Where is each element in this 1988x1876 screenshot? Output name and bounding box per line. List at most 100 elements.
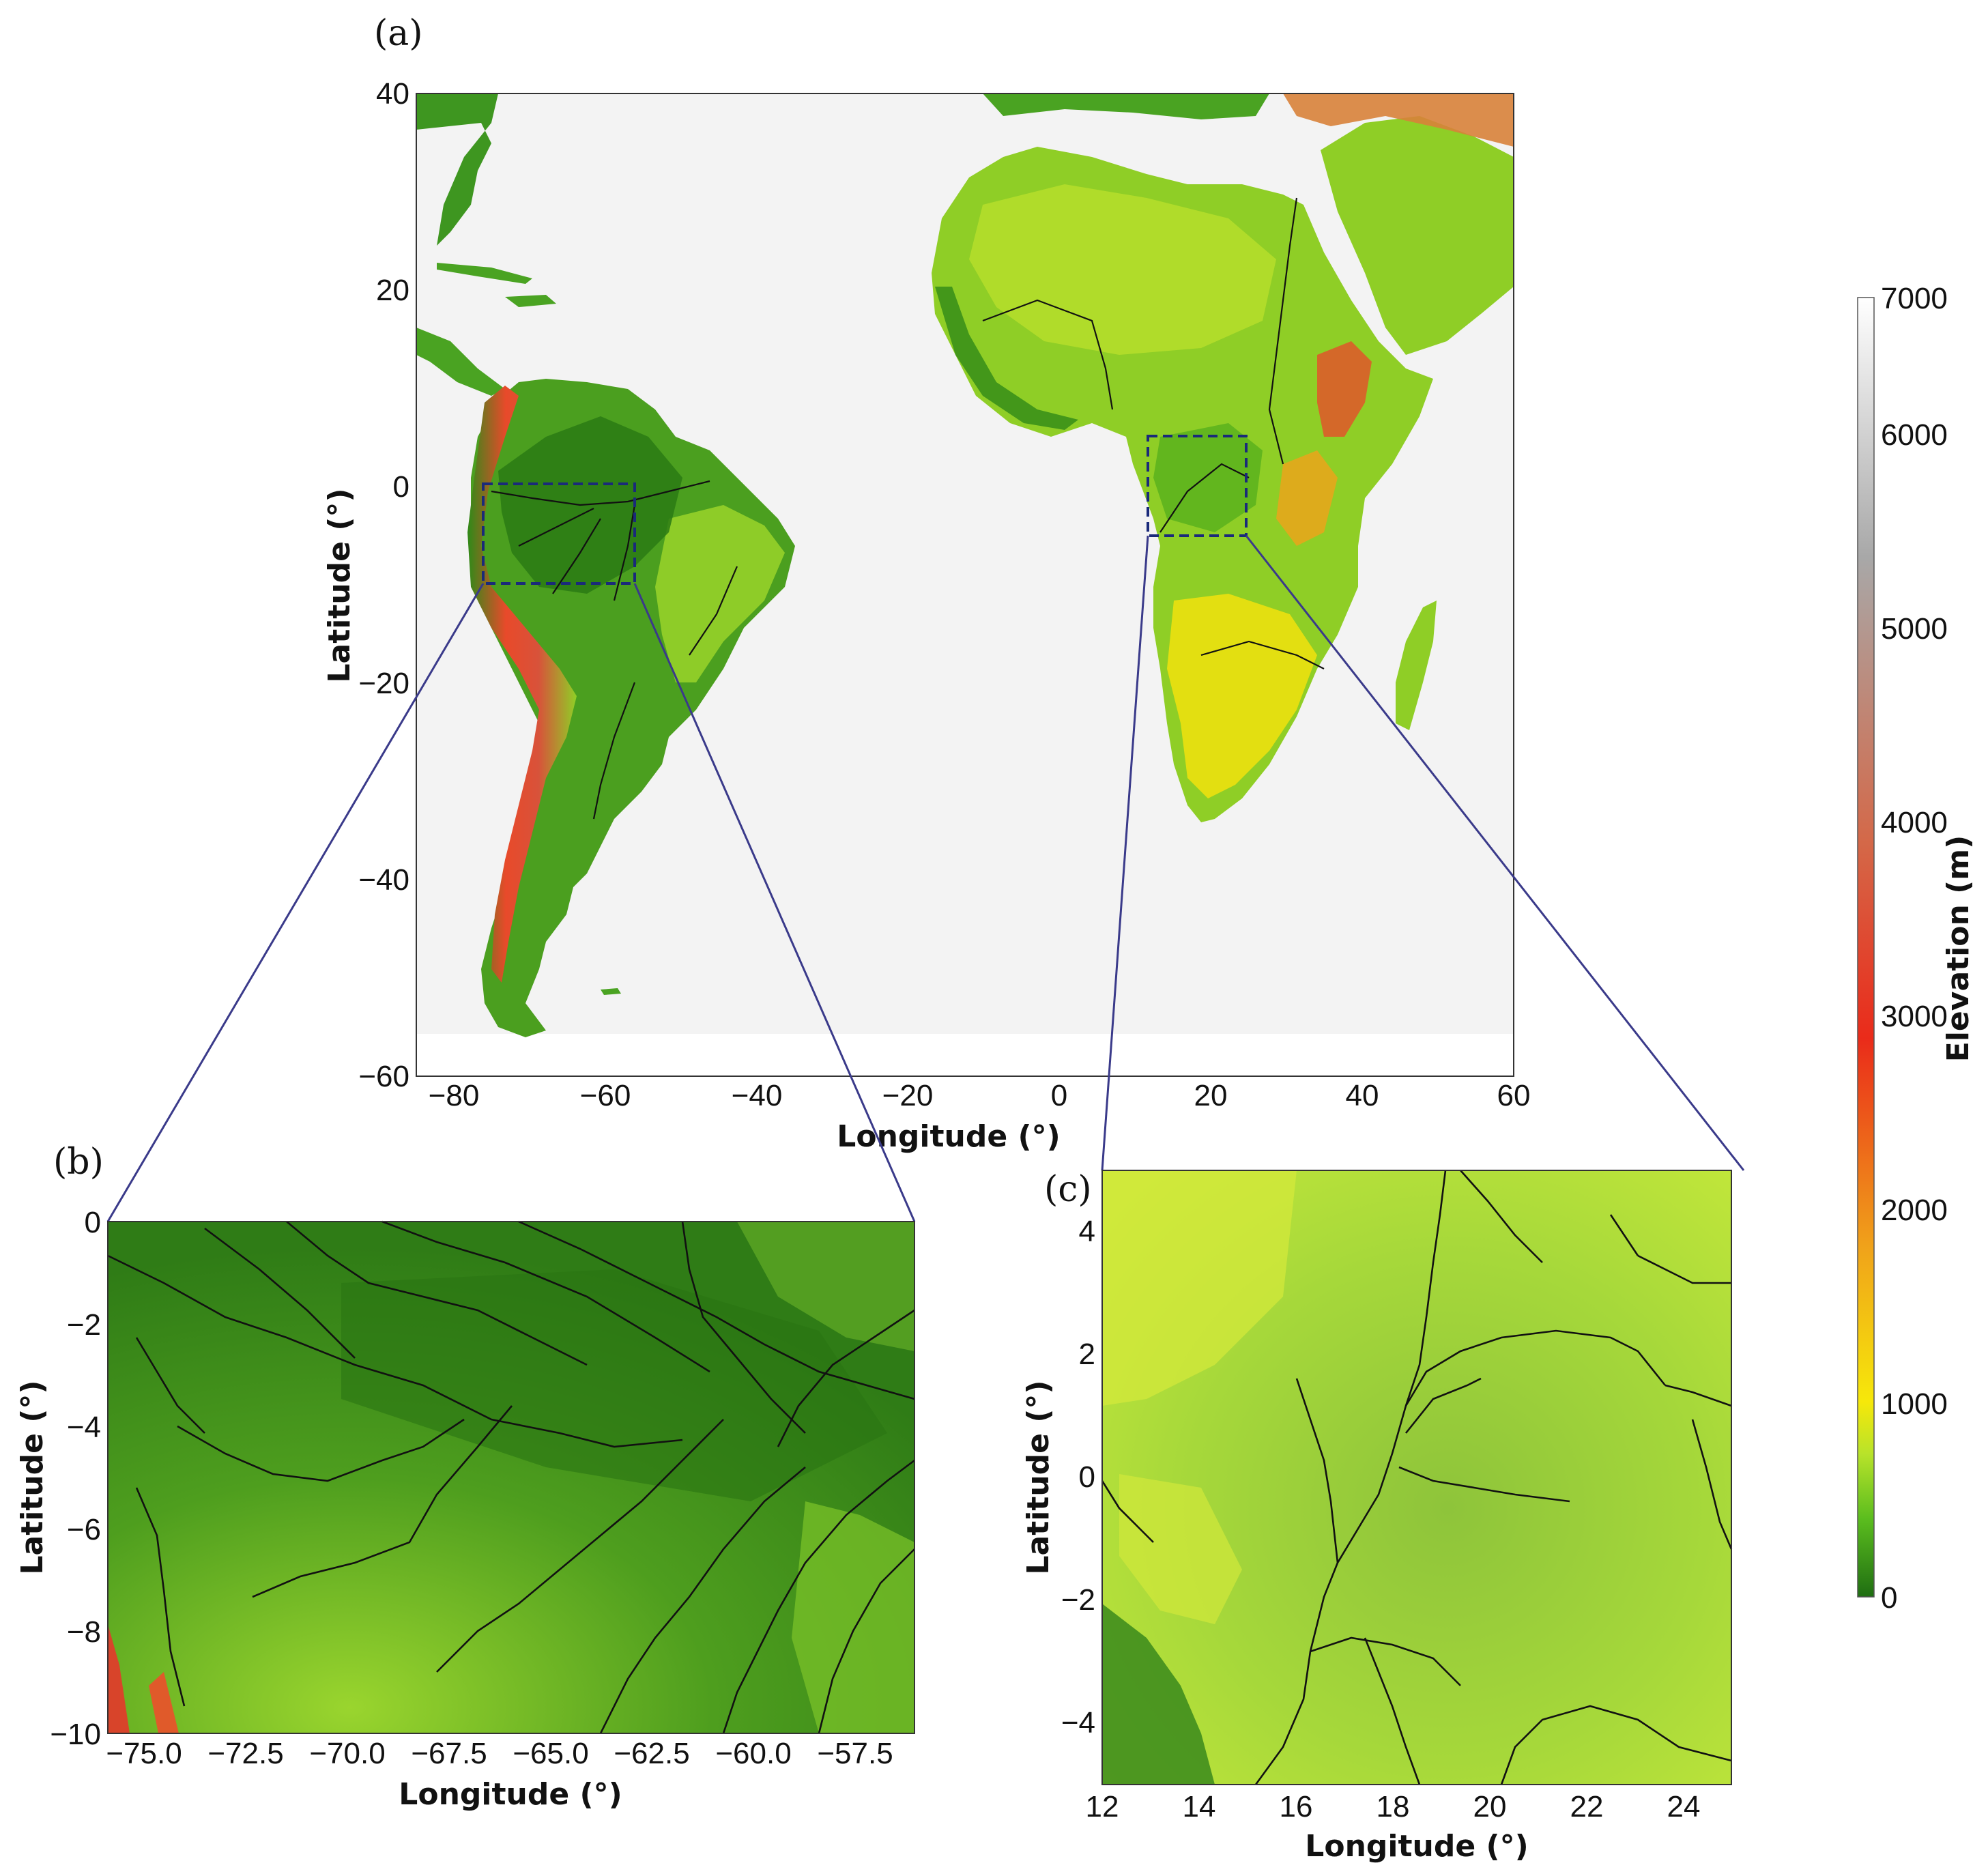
c-ytick: −4 xyxy=(1061,1706,1095,1740)
a-ytick: −20 xyxy=(358,667,409,700)
inset-box-b xyxy=(482,482,636,585)
b-river-14 xyxy=(135,1487,186,1707)
panel-a-ylabel: Latitude (°) xyxy=(322,488,357,682)
panel-b-xlabel: Longitude (°) xyxy=(399,1777,622,1812)
central-america-landmass xyxy=(416,328,505,396)
b-river-6 xyxy=(681,1221,806,1434)
panel-b-highland-right xyxy=(792,1501,914,1733)
panel-a-xticks: −80 −60 −40 −20 0 20 40 60 xyxy=(429,1079,1531,1112)
c-ytick: −2 xyxy=(1061,1583,1095,1617)
ethiopian-highlands xyxy=(1317,341,1372,437)
amazon-tributary-2 xyxy=(552,518,601,594)
panel-a-nodata-band xyxy=(416,1034,1514,1076)
b-xtick: −67.5 xyxy=(411,1737,487,1770)
b-xtick: −75.0 xyxy=(106,1737,182,1770)
a-xtick: −20 xyxy=(882,1079,934,1112)
levant-turkey xyxy=(1283,93,1514,147)
europe-edge xyxy=(983,93,1269,119)
panel-a-label: (a) xyxy=(374,13,423,54)
c-river-tributary-12 xyxy=(1460,1170,1543,1263)
colorbar-tick: 2000 xyxy=(1881,1194,1948,1227)
c-river-tributary-6 xyxy=(1364,1637,1421,1785)
c-river-tributary-7 xyxy=(1500,1705,1732,1785)
colorbar-tick: 3000 xyxy=(1881,1000,1948,1033)
panel-b-andes-edge xyxy=(108,1624,130,1733)
b-river-4 xyxy=(381,1220,710,1373)
nile-river xyxy=(1268,197,1298,465)
a-xtick: 60 xyxy=(1497,1079,1531,1112)
colorbar-label: Elevation (m) xyxy=(1941,835,1976,1062)
panel-c-rivers xyxy=(1101,1170,1733,1785)
panel-a-frame xyxy=(416,93,1514,1077)
connector-b-left xyxy=(106,583,485,1222)
c-xtick: 14 xyxy=(1183,1790,1216,1823)
b-river-9 xyxy=(252,1405,513,1598)
c-river-tributary-8 xyxy=(1637,1254,1731,1284)
b-xtick: −72.5 xyxy=(207,1737,283,1770)
a-xtick: −80 xyxy=(429,1079,480,1112)
colorbar-ticks: 7000 6000 5000 4000 3000 2000 1000 0 xyxy=(1881,282,1948,1615)
panel-b: (b) −75.0 −72.5 −70.0 xyxy=(15,1142,915,1812)
b-xtick: −57.5 xyxy=(817,1737,893,1770)
b-ytick: −8 xyxy=(67,1615,101,1649)
congo-main-channel xyxy=(1254,1170,1447,1785)
amazon-tributary-3 xyxy=(613,504,636,601)
a-xtick: 0 xyxy=(1051,1079,1067,1112)
panel-c-label: (c) xyxy=(1044,1169,1092,1210)
panel-c-ylabel: Latitude (°) xyxy=(1021,1380,1056,1574)
b-river-1 xyxy=(107,1254,683,1448)
sao-francisco-river xyxy=(689,566,738,656)
c-river-tributary-5 xyxy=(1310,1636,1461,1686)
b-xtick: −62.5 xyxy=(614,1737,689,1770)
panel-b-lowland xyxy=(341,1269,887,1501)
colorbar-tick: 6000 xyxy=(1881,418,1948,452)
c-xtick: 18 xyxy=(1377,1790,1410,1823)
b-river-7 xyxy=(777,1309,915,1447)
b-river-2 xyxy=(204,1227,356,1359)
b-ytick: −10 xyxy=(50,1718,101,1751)
c-river-tributary-2 xyxy=(1404,1377,1482,1434)
c-river-tributary-4 xyxy=(1295,1378,1339,1563)
c-ytick: 0 xyxy=(1079,1460,1095,1494)
amazon-tributary-1 xyxy=(518,508,594,547)
colorbar: 7000 6000 5000 4000 3000 2000 1000 0 Ele… xyxy=(1857,282,1976,1615)
panel-c: (c) 12 14 16 18 20 22 xyxy=(1021,1169,1733,1864)
zambezi-river xyxy=(1200,640,1325,669)
a-xtick: −40 xyxy=(732,1079,783,1112)
panel-c-xlabel: Longitude (°) xyxy=(1305,1829,1528,1864)
east-african-highlands xyxy=(1276,450,1338,546)
connector-c-right xyxy=(1245,535,1745,1171)
panel-c-frame xyxy=(1101,1170,1732,1785)
b-xtick: −65.0 xyxy=(513,1737,588,1770)
amazon-river xyxy=(491,480,710,506)
b-ytick: −6 xyxy=(67,1513,101,1546)
a-ytick: 40 xyxy=(376,77,409,111)
panel-a-yticks: 40 20 0 −20 −40 −60 xyxy=(358,77,409,1093)
c-xtick: 20 xyxy=(1473,1790,1507,1823)
a-ytick: 0 xyxy=(393,470,409,504)
a-ytick: −60 xyxy=(358,1060,409,1093)
panel-b-xticks: −75.0 −72.5 −70.0 −67.5 −65.0 −62.5 −60.… xyxy=(106,1737,893,1770)
cuba-island xyxy=(437,263,532,284)
c-ytick: 2 xyxy=(1079,1338,1095,1371)
connector-b-right xyxy=(633,583,916,1222)
c-xtick: 24 xyxy=(1667,1790,1701,1823)
colorbar-tick: 7000 xyxy=(1881,282,1948,315)
inset-box-c xyxy=(1147,435,1248,537)
colorbar-tick: 1000 xyxy=(1881,1387,1948,1421)
colorbar-gradient xyxy=(1857,297,1875,1598)
b-river-8 xyxy=(177,1418,465,1482)
panel-c-plateau-sw xyxy=(1119,1474,1242,1624)
a-xtick: 40 xyxy=(1346,1079,1379,1112)
a-ytick: −40 xyxy=(358,863,409,897)
panel-b-andes-edge-2 xyxy=(149,1672,179,1733)
congo-river xyxy=(1159,463,1250,533)
b-xtick: −70.0 xyxy=(309,1737,385,1770)
c-river-tributary-9 xyxy=(1609,1214,1639,1256)
b-ytick: 0 xyxy=(85,1206,101,1239)
connector-c-left xyxy=(1101,535,1149,1171)
madagascar-island xyxy=(1396,601,1437,730)
b-river-11 xyxy=(599,1467,806,1734)
b-ytick: −2 xyxy=(67,1308,101,1342)
c-xtick: 22 xyxy=(1570,1790,1604,1823)
